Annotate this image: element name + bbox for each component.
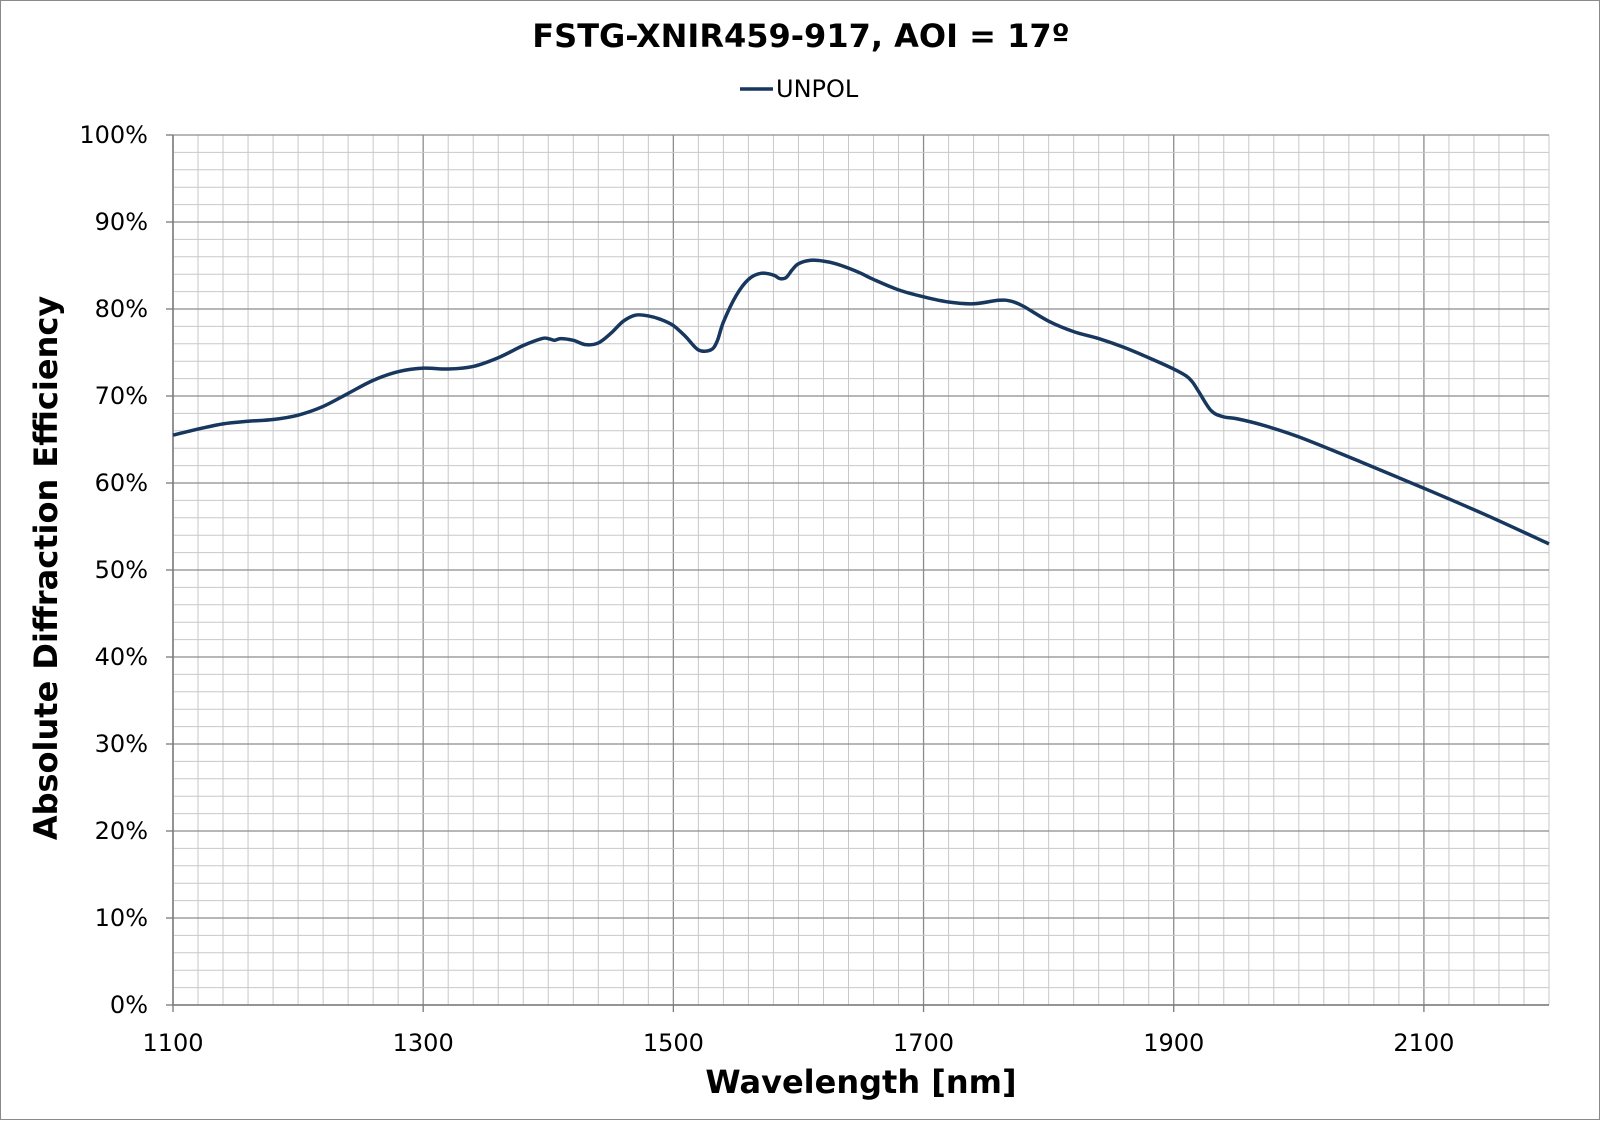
grid bbox=[172, 134, 1550, 1006]
y-axis-ticks: 0% 10% 20% 30% 40% 50% 60% 70% 80% 90% 100% bbox=[79, 121, 173, 1019]
legend-label: UNPOL bbox=[776, 75, 859, 103]
y-tick-label: 20% bbox=[95, 817, 148, 845]
y-tick-label: 40% bbox=[95, 643, 148, 671]
y-tick-label: 70% bbox=[95, 382, 148, 410]
y-tick-label: 90% bbox=[95, 208, 148, 236]
y-tick-label: 100% bbox=[79, 121, 148, 149]
y-tick-label: 50% bbox=[95, 556, 148, 584]
x-tick-label: 1500 bbox=[643, 1029, 704, 1057]
y-tick-label: 60% bbox=[95, 469, 148, 497]
y-tick-label: 0% bbox=[110, 991, 148, 1019]
y-tick-label: 30% bbox=[95, 730, 148, 758]
chart-title: FSTG-XNIR459-917, AOI = 17º bbox=[532, 17, 1069, 55]
x-axis-ticks: 1100 1300 1500 1700 1900 2100 bbox=[142, 1005, 1454, 1057]
x-tick-label: 1300 bbox=[393, 1029, 454, 1057]
x-tick-label: 1700 bbox=[893, 1029, 954, 1057]
legend: UNPOL bbox=[740, 75, 859, 103]
x-tick-label: 1100 bbox=[142, 1029, 203, 1057]
x-axis-title: Wavelength [nm] bbox=[705, 1063, 1016, 1101]
series-line-unpol bbox=[172, 258, 1550, 546]
x-tick-label: 1900 bbox=[1143, 1029, 1204, 1057]
x-tick-label: 2100 bbox=[1393, 1029, 1454, 1057]
y-axis-title: Absolute Diffraction Efficiency bbox=[27, 296, 65, 841]
y-tick-label: 10% bbox=[95, 904, 148, 932]
y-tick-label: 80% bbox=[95, 295, 148, 323]
series-layer bbox=[172, 258, 1550, 546]
